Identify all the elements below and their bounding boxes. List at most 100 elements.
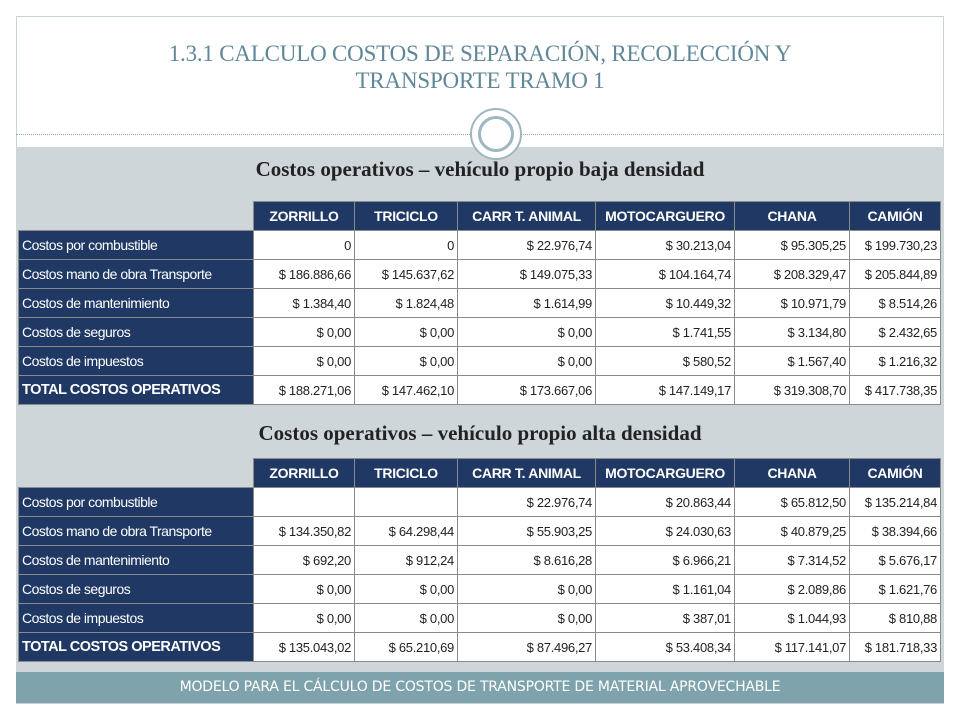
cost-cell: $ 186.886,66 <box>253 259 355 289</box>
cost-cell: $ 24.030,63 <box>595 516 735 546</box>
table-row: Costos de mantenimiento $ 692,20 $ 912,24 $… <box>18 545 941 575</box>
cost-cell: $ 135.214,84 <box>849 487 941 517</box>
cost-cell: 0 <box>253 230 355 260</box>
slide-title-line1: 1.3.1 CALCULO COSTOS DE SEPARACIÓN, RECO… <box>168 41 792 66</box>
table-header-row: ZORRILLO TRICICLO CARR T. ANIMAL MOTOCAR… <box>18 201 941 231</box>
table-row: Costos de seguros $ 0,00 $ 0,00 $ 0,00 $ 1.1… <box>18 574 941 604</box>
column-header: ZORRILLO <box>253 201 355 231</box>
table-row: Costos de mantenimiento $ 1.384,40 $ 1.824… <box>18 288 941 318</box>
cost-cell: $ 95.305,25 <box>734 230 850 260</box>
table-row: TOTAL COSTOS OPERATIVOS $ 188.271,06 $ 147… <box>18 375 941 405</box>
header-blank-cell <box>18 201 254 231</box>
cost-cell: $ 104.164,74 <box>595 259 735 289</box>
cost-cell: $ 319.308,70 <box>734 375 850 405</box>
cost-cell: $ 188.271,06 <box>253 375 355 405</box>
table-row: TOTAL COSTOS OPERATIVOS $ 135.043,02 $ 65.… <box>18 632 941 662</box>
cost-cell: $ 1.614,99 <box>457 288 596 318</box>
cost-cell <box>354 487 458 517</box>
cost-cell: $ 387,01 <box>595 603 735 633</box>
cost-cell: $ 2.432,65 <box>849 317 941 347</box>
table-row: Costos de seguros $ 0,00 $ 0,00 $ 0,00 $ 1.7… <box>18 317 941 347</box>
cost-cell: $ 580,52 <box>595 346 735 376</box>
cost-cell: $ 5.676,17 <box>849 545 941 575</box>
cost-cell: $ 1.824,48 <box>354 288 458 318</box>
table-row: Costos de impuestos $ 0,00 $ 0,00 $ 0,00 $ 5… <box>18 346 941 376</box>
cost-cell: $ 1.161,04 <box>595 574 735 604</box>
row-label: Costos mano de obra Transporte <box>18 259 254 289</box>
column-header: CHANA <box>734 458 850 488</box>
cost-cell: $ 0,00 <box>253 574 355 604</box>
cost-cell: $ 181.718,33 <box>849 632 941 662</box>
cost-cell: $ 3.134,80 <box>734 317 850 347</box>
cost-cell: $ 0,00 <box>253 346 355 376</box>
cost-cell: $ 8.616,28 <box>457 545 596 575</box>
cost-cell <box>253 487 355 517</box>
cost-cell: $ 1.567,40 <box>734 346 850 376</box>
row-label: Costos de mantenimiento <box>18 288 254 318</box>
cost-cell: $ 65.812,50 <box>734 487 850 517</box>
column-header: MOTOCARGUERO <box>595 458 735 488</box>
row-label: Costos por combustible <box>18 230 254 260</box>
cost-cell: $ 208.329,47 <box>734 259 850 289</box>
cost-cell: 0 <box>354 230 458 260</box>
column-header: CARR T. ANIMAL <box>457 201 596 231</box>
circle-ornament-icon <box>470 108 522 160</box>
slide-footer: MODELO PARA EL CÁLCULO DE COSTOS DE TRAN… <box>16 672 944 703</box>
cost-cell: $ 7.314,52 <box>734 545 850 575</box>
row-label: Costos mano de obra Transporte <box>18 516 254 546</box>
table-header-row: ZORRILLO TRICICLO CARR T. ANIMAL MOTOCAR… <box>18 458 941 488</box>
cost-cell: $ 0,00 <box>253 603 355 633</box>
row-label: TOTAL COSTOS OPERATIVOS <box>18 632 254 662</box>
cost-cell: $ 1.216,32 <box>849 346 941 376</box>
cost-cell: $ 10.449,32 <box>595 288 735 318</box>
cost-cell: $ 135.043,02 <box>253 632 355 662</box>
cost-cell: $ 0,00 <box>457 317 596 347</box>
cost-cell: $ 0,00 <box>354 346 458 376</box>
table-row: Costos de impuestos $ 0,00 $ 0,00 $ 0,00 $ 3… <box>18 603 941 633</box>
row-label: Costos de impuestos <box>18 603 254 633</box>
cost-cell: $ 55.903,25 <box>457 516 596 546</box>
table-row: Costos mano de obra Transporte $ 186.886,… <box>18 259 941 289</box>
cost-cell: $ 22.976,74 <box>457 487 596 517</box>
row-label: Costos de impuestos <box>18 346 254 376</box>
high-density-table: ZORRILLO TRICICLO CARR T. ANIMAL MOTOCAR… <box>18 458 941 662</box>
column-header: CAMIÓN <box>849 201 941 231</box>
cost-cell: $ 147.462,10 <box>354 375 458 405</box>
cost-cell: $ 810,88 <box>849 603 941 633</box>
cost-cell: $ 64.298,44 <box>354 516 458 546</box>
slide-title-line2: TRANSPORTE TRAMO 1 <box>355 68 605 93</box>
row-label: Costos de seguros <box>18 317 254 347</box>
cost-cell: $ 87.496,27 <box>457 632 596 662</box>
cost-cell: $ 10.971,79 <box>734 288 850 318</box>
cost-cell: $ 145.637,62 <box>354 259 458 289</box>
cost-cell: $ 65.210,69 <box>354 632 458 662</box>
cost-cell: $ 38.394,66 <box>849 516 941 546</box>
cost-cell: $ 205.844,89 <box>849 259 941 289</box>
column-header: TRICICLO <box>354 201 458 231</box>
cost-cell: $ 0,00 <box>354 317 458 347</box>
column-header: ZORRILLO <box>253 458 355 488</box>
cost-cell: $ 2.089,86 <box>734 574 850 604</box>
row-label: Costos por combustible <box>18 487 254 517</box>
column-header: TRICICLO <box>354 458 458 488</box>
table-row: Costos por combustible 0 0 $ 22.976,74 $ 30.… <box>18 230 941 260</box>
column-header: CARR T. ANIMAL <box>457 458 596 488</box>
low-density-table: ZORRILLO TRICICLO CARR T. ANIMAL MOTOCAR… <box>18 201 941 405</box>
slide-title: 1.3.1 CALCULO COSTOS DE SEPARACIÓN, RECO… <box>16 40 944 94</box>
cost-cell: $ 0,00 <box>354 603 458 633</box>
cost-cell: $ 8.514,26 <box>849 288 941 318</box>
cost-cell: $ 1.741,55 <box>595 317 735 347</box>
row-label: TOTAL COSTOS OPERATIVOS <box>18 375 254 405</box>
cost-cell: $ 1.621,76 <box>849 574 941 604</box>
cost-cell: $ 6.966,21 <box>595 545 735 575</box>
cost-cell: $ 417.738,35 <box>849 375 941 405</box>
cost-cell: $ 1.384,40 <box>253 288 355 318</box>
high-density-heading: Costos operativos – vehículo propio alta… <box>258 421 702 445</box>
cost-cell: $ 134.350,82 <box>253 516 355 546</box>
cost-cell: $ 22.976,74 <box>457 230 596 260</box>
column-header: CAMIÓN <box>849 458 941 488</box>
cost-cell: $ 1.044,93 <box>734 603 850 633</box>
column-header: MOTOCARGUERO <box>595 201 735 231</box>
cost-cell: $ 30.213,04 <box>595 230 735 260</box>
cost-cell: $ 0,00 <box>354 574 458 604</box>
